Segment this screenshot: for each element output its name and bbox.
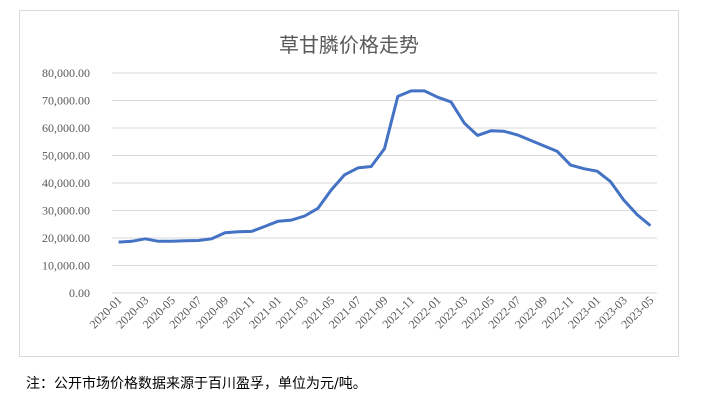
line-chart: 0.00 10,000.00 20,000.00 30,000.00 40,000.00… — [42, 66, 657, 331]
y-tick-label: 60,000.00 — [42, 121, 90, 135]
footnote: 注：公开市场价格数据来源于百川盈孚，单位为元/吨。 — [26, 376, 367, 392]
price-line — [118, 89, 652, 244]
series-lines — [118, 89, 652, 244]
y-tick-label: 50,000.00 — [42, 149, 90, 163]
y-tick-label: 20,000.00 — [42, 231, 90, 245]
x-axis-ticks: 2020-012020-032020-052020-072020-092020-… — [87, 293, 657, 331]
y-tick-label: 10,000.00 — [42, 259, 90, 273]
chart-title: 草甘膦价格走势 — [279, 33, 419, 57]
gridlines — [112, 72, 657, 294]
y-tick-label: 40,000.00 — [42, 176, 90, 190]
y-tick-label: 70,000.00 — [42, 94, 90, 108]
y-axis-ticks: 0.00 10,000.00 20,000.00 30,000.00 40,000.00… — [42, 66, 90, 300]
y-tick-label: 0.00 — [69, 286, 90, 300]
y-tick-label: 80,000.00 — [42, 66, 90, 80]
y-tick-label: 30,000.00 — [42, 204, 90, 218]
